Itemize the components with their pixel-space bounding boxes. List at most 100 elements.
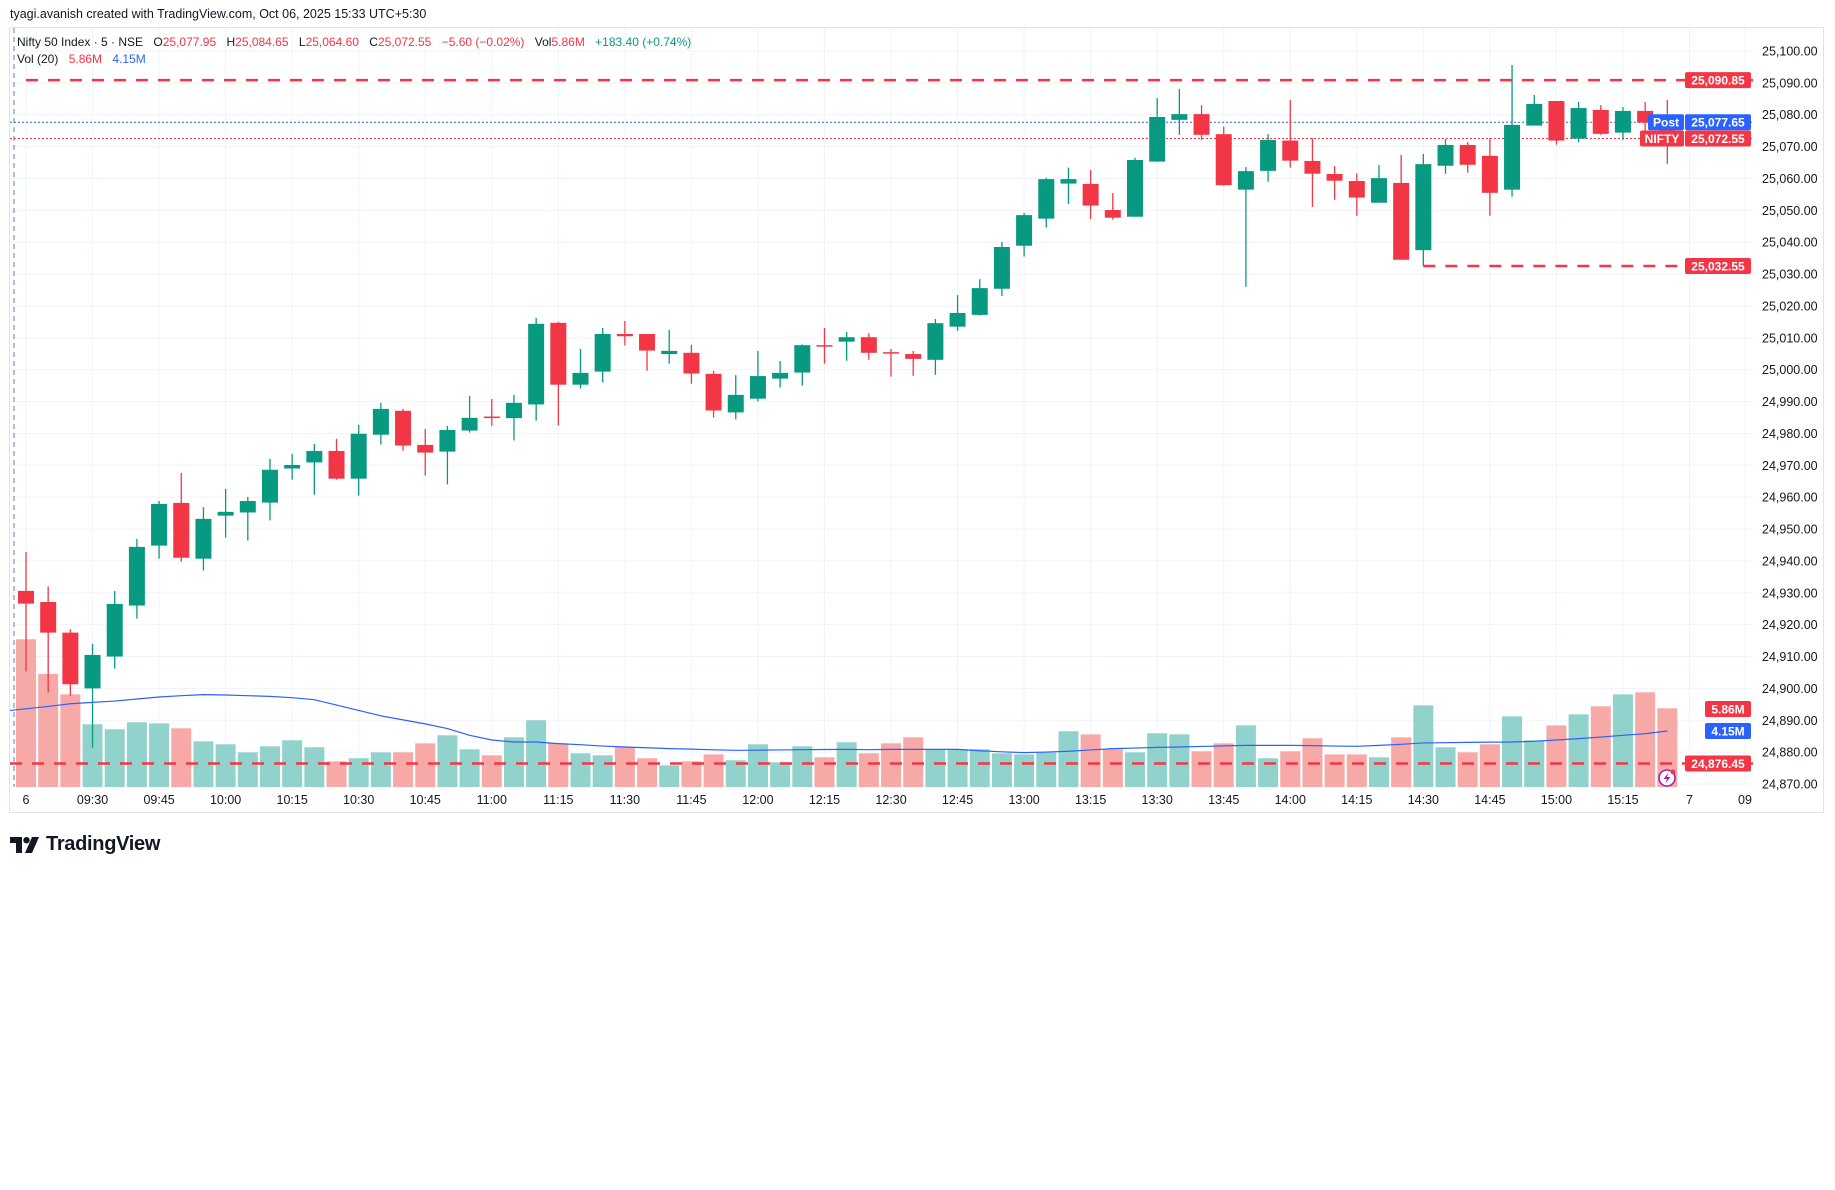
candle[interactable]: [1016, 212, 1033, 257]
candle[interactable]: [1548, 101, 1565, 145]
candle[interactable]: [151, 501, 168, 559]
candle[interactable]: [1415, 153, 1432, 266]
candle[interactable]: [749, 350, 766, 402]
candle[interactable]: [372, 402, 389, 445]
volume-bar: [282, 740, 303, 787]
candle[interactable]: [1304, 138, 1321, 207]
candle[interactable]: [1526, 94, 1543, 126]
candle[interactable]: [306, 443, 323, 495]
candle[interactable]: [417, 428, 434, 476]
candle[interactable]: [217, 488, 234, 538]
volume-bar: [747, 744, 768, 787]
candle[interactable]: [1592, 105, 1609, 135]
candle-body: [1260, 139, 1277, 171]
candle[interactable]: [1459, 142, 1476, 173]
candle[interactable]: [84, 643, 101, 748]
candle[interactable]: [195, 507, 212, 571]
candle[interactable]: [550, 321, 567, 426]
candle[interactable]: [1282, 100, 1299, 168]
time-tick-label: 12:30: [875, 793, 906, 807]
candle[interactable]: [1637, 101, 1654, 134]
candle[interactable]: [838, 332, 855, 361]
candle[interactable]: [1149, 98, 1166, 162]
candle[interactable]: [461, 395, 478, 433]
candle[interactable]: [1260, 134, 1277, 182]
candle[interactable]: [128, 538, 145, 619]
candle[interactable]: [1348, 173, 1365, 216]
candle[interactable]: [40, 586, 57, 693]
volume-indicator-name[interactable]: Vol (20): [17, 52, 59, 66]
volume-bar: [881, 743, 902, 787]
candle[interactable]: [1104, 193, 1121, 220]
candle[interactable]: [927, 319, 944, 375]
candle[interactable]: [883, 348, 900, 377]
candle[interactable]: [1393, 154, 1410, 260]
tradingview-logo[interactable]: TradingView: [10, 833, 160, 856]
volume-bar: [570, 753, 591, 787]
candle[interactable]: [905, 350, 922, 376]
candle[interactable]: [1481, 138, 1498, 216]
candle[interactable]: [483, 399, 500, 426]
candle[interactable]: [395, 408, 412, 451]
candle[interactable]: [727, 375, 744, 420]
candle[interactable]: [1237, 167, 1254, 287]
candle[interactable]: [18, 551, 34, 672]
candle[interactable]: [816, 327, 833, 364]
last-price-tag-label: 25,072.55: [1691, 132, 1745, 146]
candle[interactable]: [794, 344, 811, 386]
candle[interactable]: [1437, 138, 1454, 174]
candle[interactable]: [616, 320, 633, 346]
level-prev-tag: [1685, 755, 1751, 772]
candle[interactable]: [1060, 167, 1077, 204]
price-axis[interactable]: 25,100.00 25,090.00 25,080.00 25,070.00 25,0…: [1762, 45, 1818, 792]
candle[interactable]: [173, 472, 190, 562]
candle[interactable]: [639, 334, 656, 371]
candle[interactable]: [860, 333, 877, 360]
candle[interactable]: [594, 327, 611, 383]
candle[interactable]: [1082, 169, 1099, 219]
candle[interactable]: [1370, 165, 1387, 203]
candle[interactable]: [328, 438, 345, 480]
candle[interactable]: [971, 279, 988, 316]
candle[interactable]: [683, 344, 700, 384]
candle[interactable]: [1038, 177, 1055, 228]
volume-value-tag: [1705, 701, 1751, 717]
candle[interactable]: [1570, 101, 1587, 143]
candle[interactable]: [439, 425, 456, 485]
candle[interactable]: [284, 453, 301, 480]
candle[interactable]: [1326, 166, 1343, 200]
day-change-value: +183.40 (+0.74%): [595, 35, 692, 49]
candle[interactable]: [1171, 88, 1188, 135]
symbol-name[interactable]: Nifty 50 Index · 5 · NSE: [17, 35, 144, 49]
candles[interactable]: [18, 65, 1676, 748]
candle[interactable]: [1127, 157, 1143, 217]
candle[interactable]: [261, 458, 278, 521]
candle[interactable]: [661, 329, 678, 364]
symbol-legend-row[interactable]: Nifty 50 Index · 5 · NSE O25,077.95 H25,…: [17, 34, 691, 51]
price-tick-label: 24,960.00: [1762, 491, 1818, 505]
candle[interactable]: [106, 590, 123, 669]
volume-indicator-legend-row[interactable]: Vol (20) 5.86M 4.15M: [17, 51, 691, 68]
candle[interactable]: [1215, 126, 1232, 186]
candle[interactable]: [1504, 65, 1521, 197]
candle-body: [1016, 215, 1033, 246]
candle[interactable]: [528, 317, 545, 421]
candle[interactable]: [705, 370, 722, 418]
candle[interactable]: [1614, 107, 1631, 140]
candle[interactable]: [505, 394, 522, 441]
candle[interactable]: [949, 295, 966, 331]
candle[interactable]: [1193, 105, 1210, 140]
time-axis[interactable]: 6 09:30 09:45 10:00 10:15 10:30 10:45 11:00 11:1…: [23, 793, 1752, 807]
candle[interactable]: [239, 496, 256, 541]
price-tick-label: 25,020.00: [1762, 299, 1818, 313]
time-tick-label: 10:45: [410, 793, 441, 807]
volume-bar: [459, 749, 480, 787]
lightning-alert-icon[interactable]: [1658, 769, 1676, 787]
candle[interactable]: [572, 348, 589, 389]
candle[interactable]: [350, 424, 367, 496]
candle[interactable]: [772, 361, 789, 388]
candle[interactable]: [62, 629, 79, 696]
candle-body: [128, 546, 145, 606]
candle[interactable]: [993, 241, 1010, 297]
